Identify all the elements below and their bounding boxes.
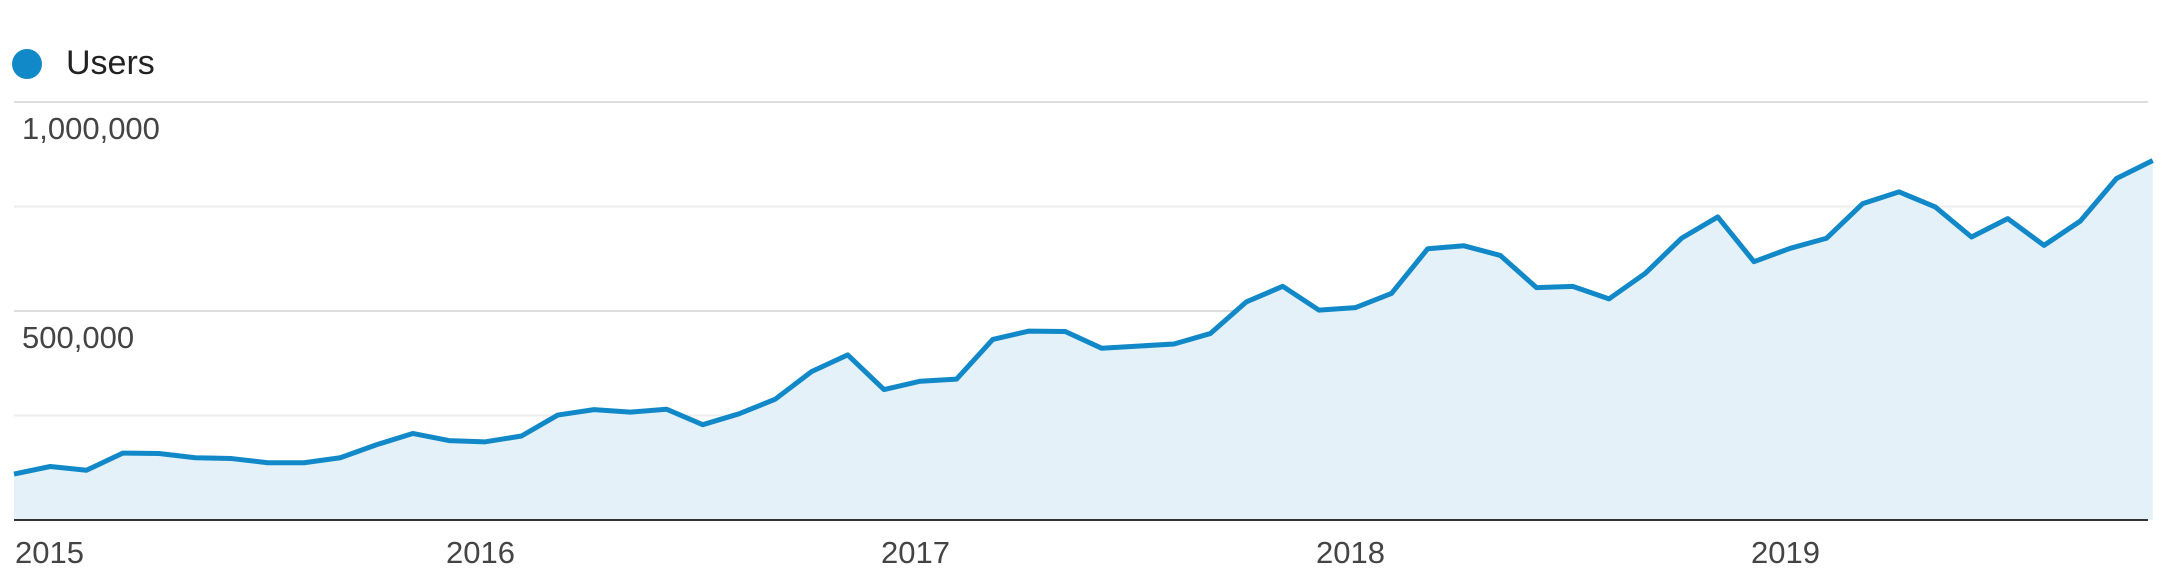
data-point	[1754, 261, 1755, 262]
data-point	[449, 440, 450, 441]
data-point	[267, 462, 268, 463]
data-point	[195, 457, 196, 458]
data-point	[1790, 248, 1791, 249]
data-point	[1101, 348, 1102, 349]
data-point	[1210, 333, 1211, 334]
y-tick-label: 1,000,000	[22, 111, 160, 146]
data-point	[992, 339, 993, 340]
data-point	[1899, 191, 1900, 192]
x-tick-label: 2019	[1751, 535, 1820, 570]
data-point	[1246, 301, 1247, 302]
x-tick-label: 2018	[1316, 535, 1385, 570]
data-point	[1572, 286, 1573, 287]
data-point	[2116, 178, 2117, 179]
data-point	[811, 371, 812, 372]
data-point	[956, 379, 957, 380]
data-point	[1609, 298, 1610, 299]
data-point	[1355, 307, 1356, 308]
data-point	[1681, 238, 1682, 239]
legend-label: Users	[66, 44, 155, 82]
data-point	[231, 458, 232, 459]
data-point	[1464, 245, 1465, 246]
data-point	[847, 354, 848, 355]
x-tick-label: 2016	[446, 535, 515, 570]
data-point	[86, 470, 87, 471]
data-point	[2044, 245, 2045, 246]
data-point	[340, 457, 341, 458]
x-tick-label: 2015	[15, 535, 84, 570]
data-point	[1935, 206, 1936, 207]
data-point	[1137, 346, 1138, 347]
data-point	[630, 412, 631, 413]
data-point	[1427, 248, 1428, 249]
series-line	[13, 158, 2154, 477]
data-point	[666, 409, 667, 410]
data-point	[1500, 255, 1501, 256]
data-point	[1282, 286, 1283, 287]
data-point	[2080, 221, 2081, 222]
data-point	[304, 462, 305, 463]
x-tick-label: 2017	[881, 535, 950, 570]
y-tick-label: 500,000	[22, 320, 134, 355]
data-point	[412, 433, 413, 434]
data-point	[2152, 160, 2153, 161]
data-point	[1536, 287, 1537, 288]
data-point	[485, 441, 486, 442]
data-point	[376, 444, 377, 445]
data-point	[594, 409, 595, 410]
data-point	[1391, 293, 1392, 294]
data-point	[1862, 203, 1863, 204]
data-point	[739, 413, 740, 414]
data-point	[1029, 331, 1030, 332]
legend: Users	[12, 44, 155, 83]
data-point	[702, 424, 703, 425]
data-point	[122, 453, 123, 454]
data-point	[775, 399, 776, 400]
data-point	[50, 466, 51, 467]
data-point	[159, 453, 160, 454]
data-point	[1971, 237, 1972, 238]
data-point	[2007, 218, 2008, 219]
data-point	[1065, 331, 1066, 332]
data-point	[1717, 216, 1718, 217]
data-point	[1645, 273, 1646, 274]
legend-dot-icon	[12, 48, 42, 79]
data-point	[14, 474, 15, 475]
data-point	[920, 381, 921, 382]
data-point	[1319, 310, 1320, 311]
data-point	[884, 389, 885, 390]
data-point	[557, 415, 558, 416]
data-point	[1826, 238, 1827, 239]
data-point	[521, 435, 522, 436]
data-point	[1174, 344, 1175, 345]
